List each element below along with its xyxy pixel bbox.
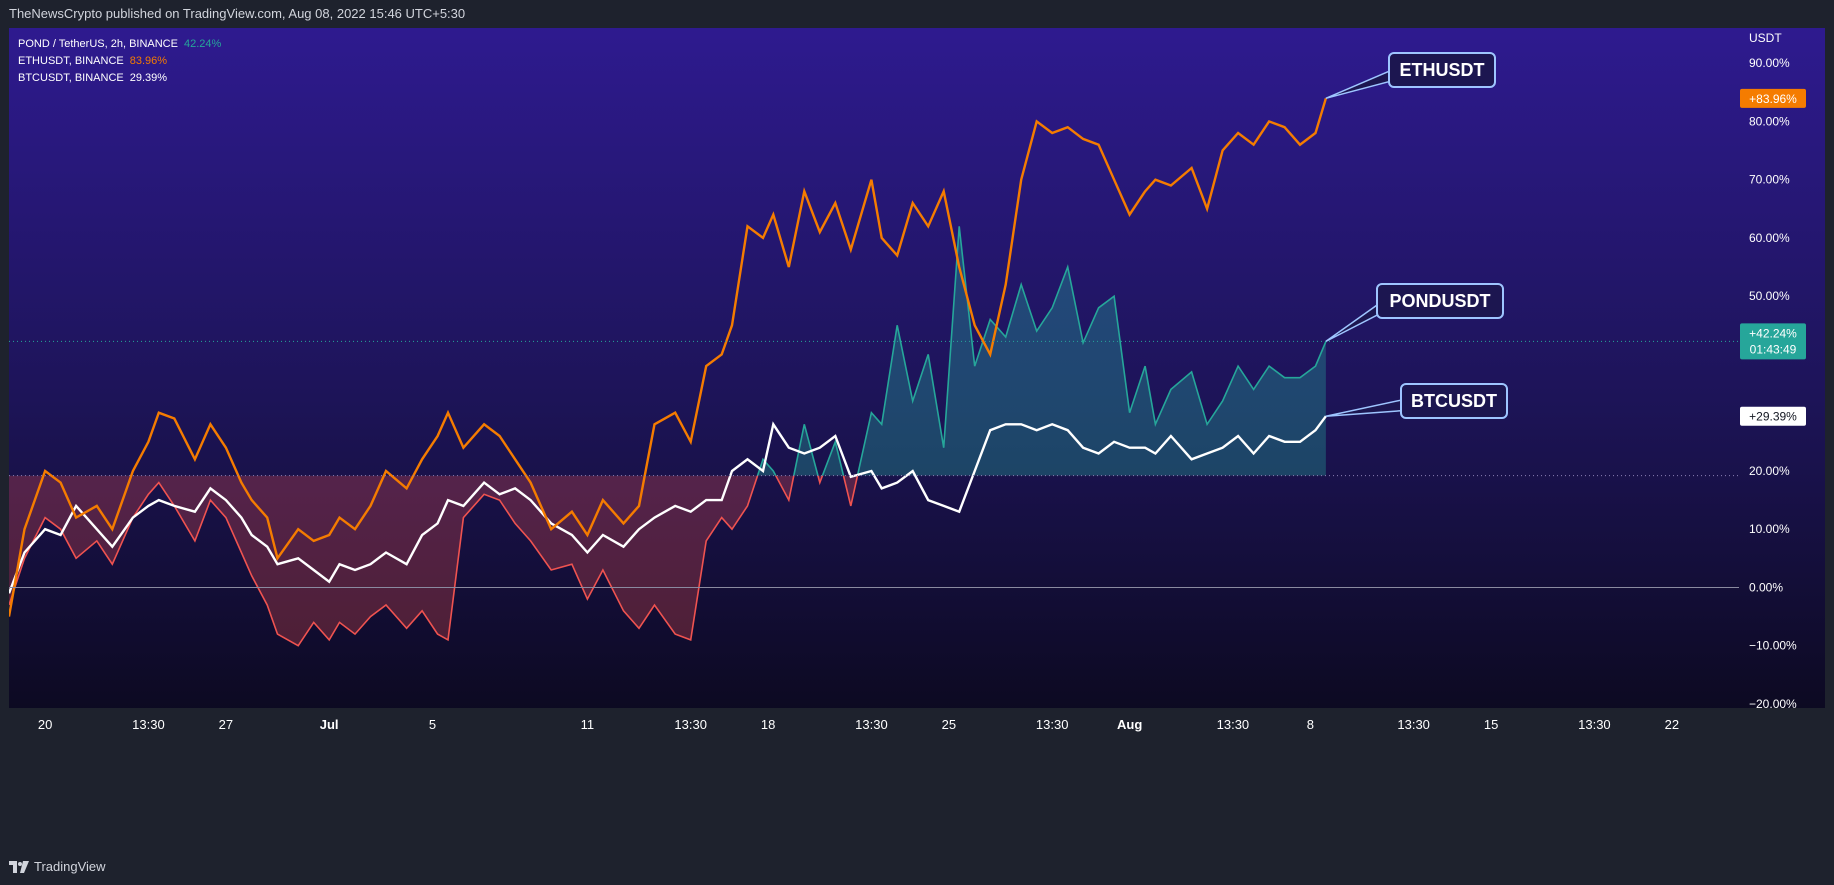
series-layer	[9, 97, 1328, 647]
last-value-text: +83.96%	[1749, 92, 1797, 106]
y-tick-label: 10.00%	[1749, 522, 1790, 536]
x-tick-label: 20	[38, 717, 52, 732]
callout-btcusdt[interactable]: BTCUSDT	[1325, 383, 1508, 419]
y-tick-label: 90.00%	[1749, 56, 1790, 70]
x-tick-label: 13:30	[1217, 717, 1250, 732]
legend-label: POND / TetherUS, 2h, BINANCE	[18, 38, 178, 50]
callout-text: PONDUSDT	[1389, 291, 1490, 311]
last-value-badge	[1740, 323, 1806, 360]
y-tick-label: −20.00%	[1749, 697, 1797, 711]
callout-text: BTCUSDT	[1411, 391, 1497, 411]
reference-lines	[9, 340, 1739, 588]
last-value-btcusdt: +29.39%	[1740, 406, 1806, 426]
callout-box	[1400, 383, 1508, 419]
pond-fill-positive	[9, 226, 1326, 476]
y-tick-label: 0.00%	[1749, 580, 1783, 594]
callout-box	[1388, 52, 1496, 88]
x-tick-label: Aug	[1117, 717, 1142, 732]
published-header: TheNewsCrypto published on TradingView.c…	[0, 0, 1834, 28]
last-value-text: 01:43:49	[1750, 342, 1797, 356]
callout-layer: ETHUSDT PONDUSDT BTCUSDT	[1325, 52, 1508, 419]
x-tick-label: 27	[219, 717, 233, 732]
y-tick-label: −10.00%	[1749, 639, 1797, 653]
last-value-badge	[1740, 88, 1806, 108]
x-tick-label: 13:30	[1397, 717, 1430, 732]
y-tick-label: 50.00%	[1749, 289, 1790, 303]
legend-item-btc[interactable]: BTCUSDT, BINANCE 29.39%	[18, 70, 221, 87]
last-value-text: +29.39%	[1749, 410, 1797, 424]
legend-item-eth[interactable]: ETHUSDT, BINANCE 83.96%	[18, 53, 221, 70]
x-tick-label: 8	[1307, 717, 1314, 732]
chart-svg[interactable]: USDT90.00%80.00%70.00%60.00%50.00%40.00%…	[9, 28, 1825, 850]
legend-item-pond[interactable]: POND / TetherUS, 2h, BINANCE 42.24%	[18, 36, 221, 53]
pond-fill-negative	[9, 475, 858, 646]
y-axis-unit: USDT	[1749, 31, 1782, 45]
x-tick-label: Jul	[320, 717, 339, 732]
last-value-ethusdt: +83.96%	[1740, 88, 1806, 108]
chart-area[interactable]: USDT90.00%80.00%70.00%60.00%50.00%40.00%…	[9, 28, 1825, 850]
tradingview-logo-icon	[9, 860, 29, 873]
callout-pondusdt[interactable]: PONDUSDT	[1325, 283, 1504, 343]
chart-bottom-padding	[9, 738, 1825, 850]
x-tick-label: 13:30	[855, 717, 888, 732]
x-axis-background	[9, 708, 1825, 738]
last-value-text: +42.24%	[1749, 326, 1797, 340]
x-tick-label: 13:30	[1578, 717, 1611, 732]
brand-label: TradingView	[34, 859, 106, 874]
tradingview-brand[interactable]: TradingView	[9, 859, 106, 874]
legend-value: 83.96%	[129, 55, 168, 67]
x-tick-label: 25	[942, 717, 956, 732]
series-line-pondusdt[interactable]	[9, 226, 1327, 645]
x-tick-label: 15	[1484, 717, 1498, 732]
y-tick-label: 60.00%	[1749, 231, 1790, 245]
last-value-pondusdt: +42.24% 01:43:49	[1740, 323, 1806, 360]
callout-box	[1376, 283, 1504, 319]
x-axis[interactable]: 20 13:30 27 Jul 5 11 13:30 18 13:30 25 13:30 Aug 13:…	[9, 708, 1825, 850]
legend-label: BTCUSDT, BINANCE	[18, 72, 124, 84]
callout-ethusdt[interactable]: ETHUSDT	[1325, 52, 1496, 100]
published-text: TheNewsCrypto published on TradingView.c…	[9, 6, 466, 21]
legend-value: 42.24%	[183, 38, 222, 50]
x-tick-label: 13:30	[674, 717, 707, 732]
x-tick-label: 11	[581, 717, 595, 732]
footer-bar: TradingView	[0, 850, 1834, 885]
callout-text: ETHUSDT	[1400, 60, 1485, 80]
legend-value: 29.39%	[129, 72, 168, 84]
axis-corner	[1741, 708, 1825, 738]
legend-label: ETHUSDT, BINANCE	[18, 55, 124, 67]
series-line-pondusdt-negative[interactable]	[9, 226, 1326, 647]
y-tick-label: 80.00%	[1749, 114, 1790, 128]
x-tick-label: 5	[429, 717, 436, 732]
x-tick-label: 18	[761, 717, 775, 732]
x-tick-label: 22	[1665, 717, 1679, 732]
series-line-ethusdt[interactable]	[9, 97, 1328, 617]
y-tick-label: 70.00%	[1749, 173, 1790, 187]
series-legend: POND / TetherUS, 2h, BINANCE 42.24% ETHUS…	[18, 36, 221, 87]
series-line-btcusdt[interactable]	[9, 415, 1327, 594]
x-tick-label: 13:30	[132, 717, 165, 732]
fill-layer	[9, 226, 1326, 646]
y-tick-label: 20.00%	[1749, 464, 1790, 478]
x-tick-label: 13:30	[1036, 717, 1069, 732]
last-value-badge	[1740, 406, 1806, 426]
last-value-labels: +83.96% +42.24% 01:43:49 +29.39%	[1740, 88, 1806, 426]
